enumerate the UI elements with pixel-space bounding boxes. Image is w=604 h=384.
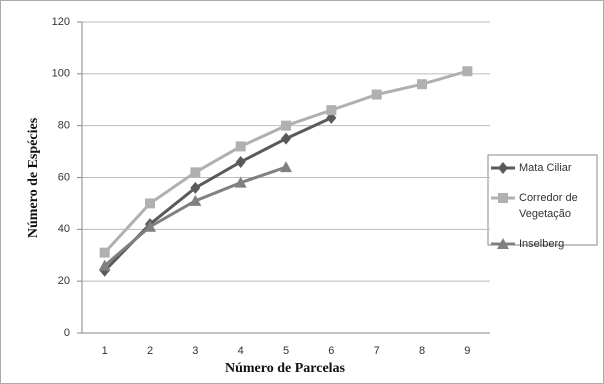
legend-label: Mata Ciliar <box>519 162 572 174</box>
y-tick-label: 80 <box>58 120 70 132</box>
x-tick-label: 4 <box>238 345 244 357</box>
marker <box>235 155 246 168</box>
marker <box>498 162 508 174</box>
x-tick-label: 5 <box>283 345 289 357</box>
marker <box>190 167 201 178</box>
marker <box>417 79 427 90</box>
marker <box>144 220 156 232</box>
y-tick-label: 40 <box>58 223 70 235</box>
x-tick-label: 9 <box>464 345 470 357</box>
legend-label: Corredor de Vegetação <box>519 192 578 220</box>
marker <box>281 132 291 145</box>
legend-label: Inselberg <box>519 238 564 250</box>
y-tick-label: 120 <box>52 16 70 28</box>
marker <box>235 141 246 152</box>
marker <box>189 194 202 206</box>
marker <box>145 198 155 209</box>
y-tick-label: 100 <box>52 68 70 80</box>
x-tick-label: 3 <box>192 345 198 357</box>
marker <box>234 176 247 188</box>
y-tick-label: 60 <box>58 171 70 183</box>
marker <box>281 120 291 131</box>
x-tick-label: 7 <box>374 345 380 357</box>
marker <box>371 89 382 100</box>
marker <box>326 105 337 116</box>
marker <box>280 161 292 173</box>
x-tick-label: 1 <box>102 345 108 357</box>
marker <box>99 247 110 258</box>
marker <box>190 181 201 194</box>
x-axis-title: Número de Parcelas <box>225 361 346 376</box>
marker <box>498 193 508 203</box>
marker <box>462 66 473 77</box>
y-tick-label: 0 <box>64 327 70 339</box>
marker <box>497 238 509 249</box>
x-tick-label: 6 <box>328 345 334 357</box>
y-tick-label: 20 <box>58 275 70 287</box>
y-axis-title: Número de Espécies <box>26 117 41 238</box>
marker <box>98 259 111 271</box>
x-tick-label: 8 <box>419 345 425 357</box>
x-tick-label: 2 <box>147 345 153 357</box>
